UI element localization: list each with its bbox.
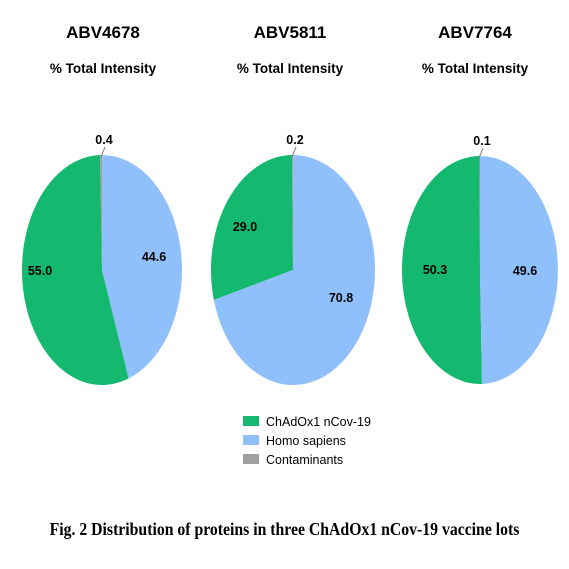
data-label-homo-sapiens: 44.6 — [142, 250, 166, 264]
data-label-contaminants: 0.2 — [286, 133, 303, 147]
legend: ChAdOx1 nCov-19 Homo sapiens Contaminants — [243, 415, 371, 467]
slice-contaminants — [99, 155, 102, 270]
pie-chart-2: ABV5811 % Total Intensity 29.0 70.8 0.2 — [211, 23, 376, 385]
pie-chart-1: ABV4678 % Total Intensity 55.0 44.6 0.4 — [21, 23, 182, 386]
legend-swatch — [243, 416, 259, 426]
legend-item: ChAdOx1 nCov-19 — [243, 415, 371, 429]
data-label-homo-sapiens: 70.8 — [329, 291, 353, 305]
slice-homo-sapiens — [102, 155, 182, 379]
legend-swatch — [243, 454, 259, 464]
chart-subtitle: % Total Intensity — [50, 61, 157, 76]
figure-caption: Fig. 2 Distribution of proteins in three… — [49, 519, 520, 539]
leader-line-contaminants — [478, 147, 484, 159]
slice-chadox1 — [21, 155, 129, 386]
chart-subtitle: % Total Intensity — [237, 61, 344, 76]
data-label-homo-sapiens: 49.6 — [513, 264, 537, 278]
legend-label: ChAdOx1 nCov-19 — [266, 415, 371, 429]
slice-chadox1 — [211, 155, 293, 300]
data-label-contaminants: 0.4 — [95, 133, 112, 147]
pie-chart-3: ABV7764 % Total Intensity 50.3 49.6 0.1 — [401, 23, 558, 384]
chart-title: ABV5811 — [254, 23, 327, 42]
chart-title: ABV4678 — [66, 23, 140, 42]
chart-subtitle: % Total Intensity — [422, 61, 529, 76]
data-label-contaminants: 0.1 — [473, 134, 490, 148]
data-label-chadox1: 50.3 — [423, 263, 447, 277]
pie-charts-group: ABV4678 % Total Intensity 55.0 44.6 0.4 ABV58… — [21, 23, 558, 386]
leader-line-contaminants — [100, 146, 106, 158]
slice-homo-sapiens — [213, 155, 376, 385]
leader-line-contaminants — [291, 146, 297, 158]
legend-label: Homo sapiens — [266, 434, 346, 448]
legend-label: Contaminants — [266, 453, 343, 467]
slice-contaminants — [291, 155, 293, 270]
slice-homo-sapiens — [480, 156, 558, 384]
legend-item: Contaminants — [243, 453, 343, 467]
data-label-chadox1: 29.0 — [233, 220, 257, 234]
chart-title: ABV7764 — [438, 23, 512, 42]
legend-swatch — [243, 435, 259, 445]
slice-chadox1 — [401, 156, 482, 384]
legend-item: Homo sapiens — [243, 434, 346, 448]
data-label-chadox1: 55.0 — [28, 264, 52, 278]
